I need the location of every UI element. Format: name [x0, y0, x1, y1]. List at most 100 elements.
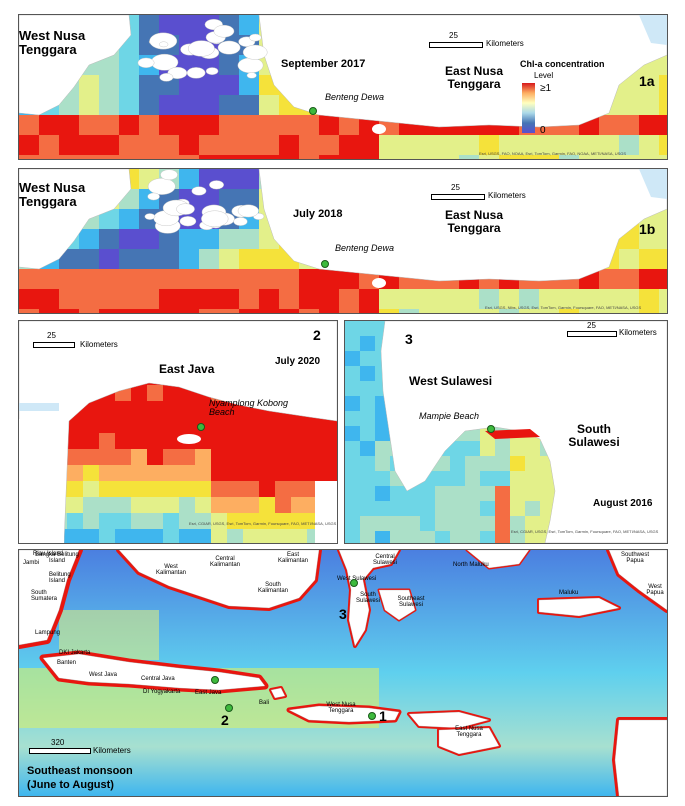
place-label: Bali — [259, 700, 270, 706]
chla-cell — [459, 309, 480, 313]
chla-cell — [199, 249, 220, 270]
chla-cell — [199, 95, 220, 116]
chla-cell — [499, 309, 520, 313]
chla-cell — [360, 441, 376, 457]
maluku — [538, 597, 620, 617]
chla-cell — [319, 269, 340, 290]
chla-cell — [299, 309, 320, 313]
chla-cell — [211, 417, 228, 434]
chla-cell — [259, 529, 276, 543]
chla-cell — [495, 441, 511, 457]
chla-cell — [495, 486, 511, 502]
panel-3: 3 25 Kilometers West Sulawesi Mampie Bea… — [344, 320, 668, 544]
chla-cell — [439, 135, 460, 156]
chla-cell — [659, 75, 667, 96]
islet — [147, 178, 176, 195]
chla-cell — [219, 135, 240, 156]
chla-cell — [227, 417, 244, 434]
chla-cell — [345, 456, 361, 472]
legend-level-label: Level — [534, 71, 554, 80]
chla-grid-1b — [19, 169, 667, 313]
chla-cell — [499, 135, 520, 156]
place-label: East Java — [195, 690, 222, 696]
chla-cell — [19, 135, 40, 156]
chla-cell — [275, 449, 292, 466]
chla-cell — [495, 471, 511, 487]
chla-cell — [219, 75, 240, 96]
chla-cell — [439, 155, 460, 159]
chla-cell — [639, 269, 660, 290]
chla-cell — [179, 135, 200, 156]
chla-cell — [435, 516, 451, 532]
chla-cell — [390, 516, 406, 532]
chla-cell — [259, 481, 276, 498]
land-east — [258, 169, 667, 282]
chla-cell — [519, 289, 540, 310]
chla-cell — [39, 269, 60, 290]
chla-cell — [243, 449, 260, 466]
chla-cell — [159, 15, 180, 36]
chla-cell — [360, 471, 376, 487]
chla-cell — [199, 269, 220, 290]
nusa-tenggara-east — [408, 711, 490, 729]
chla-cell — [659, 155, 667, 159]
chla-cell — [19, 269, 40, 290]
chla-cell — [279, 309, 300, 313]
marker-label-2: 2 — [221, 712, 229, 728]
chla-cell — [79, 309, 100, 313]
chla-cell — [139, 155, 160, 159]
chla-cell — [291, 465, 308, 482]
chla-cell — [339, 155, 360, 159]
chla-cell — [99, 75, 120, 96]
legend-max-label: ≥1 — [540, 83, 552, 94]
chla-cell — [119, 135, 140, 156]
chla-cell — [99, 289, 120, 310]
chla-cell — [459, 135, 480, 156]
chla-cell — [119, 115, 140, 136]
date-label: July 2020 — [275, 356, 321, 367]
chla-cell — [375, 486, 391, 502]
chla-cell — [639, 135, 660, 156]
chla-cell — [119, 209, 140, 230]
chla-cell — [525, 471, 541, 487]
chla-cell — [599, 135, 620, 156]
chla-cell — [480, 486, 496, 502]
scale-value: 25 — [451, 183, 460, 192]
place-label: West Java — [89, 672, 117, 678]
chla-cell — [375, 531, 391, 543]
land-java — [19, 321, 337, 543]
chla-cell — [360, 501, 376, 517]
chla-cell — [83, 465, 100, 482]
place-label: South Kalimantan — [257, 582, 289, 595]
chla-cell — [639, 229, 660, 250]
sea-corner — [639, 15, 667, 45]
chla-cell — [179, 75, 200, 96]
chla-cell — [59, 309, 80, 313]
chla-cell — [163, 385, 180, 402]
panel-tag: 3 — [405, 331, 413, 347]
chla-cell — [275, 417, 292, 434]
chla-cell — [307, 417, 324, 434]
chla-cell — [99, 95, 120, 116]
chla-cell — [479, 155, 500, 159]
chla-cell — [279, 269, 300, 290]
chla-cell — [243, 497, 260, 514]
region-left-label: West Nusa Tenggara — [19, 28, 86, 57]
chla-cell — [639, 115, 660, 136]
chla-cell — [465, 501, 481, 517]
chla-cell — [79, 155, 100, 159]
chla-cell — [179, 15, 200, 36]
chla-cell — [639, 289, 660, 310]
chla-cell — [275, 465, 292, 482]
chla-cell — [99, 481, 116, 498]
chla-cell — [179, 529, 196, 543]
chla-cell — [279, 155, 300, 159]
chla-cell — [163, 529, 180, 543]
chla-cell — [147, 433, 164, 450]
chla-cell — [519, 135, 540, 156]
chla-cell — [465, 471, 481, 487]
chla-cell — [659, 209, 667, 230]
chla-cell — [419, 135, 440, 156]
sulawesi-se — [378, 589, 416, 621]
chla-cell — [291, 529, 308, 543]
